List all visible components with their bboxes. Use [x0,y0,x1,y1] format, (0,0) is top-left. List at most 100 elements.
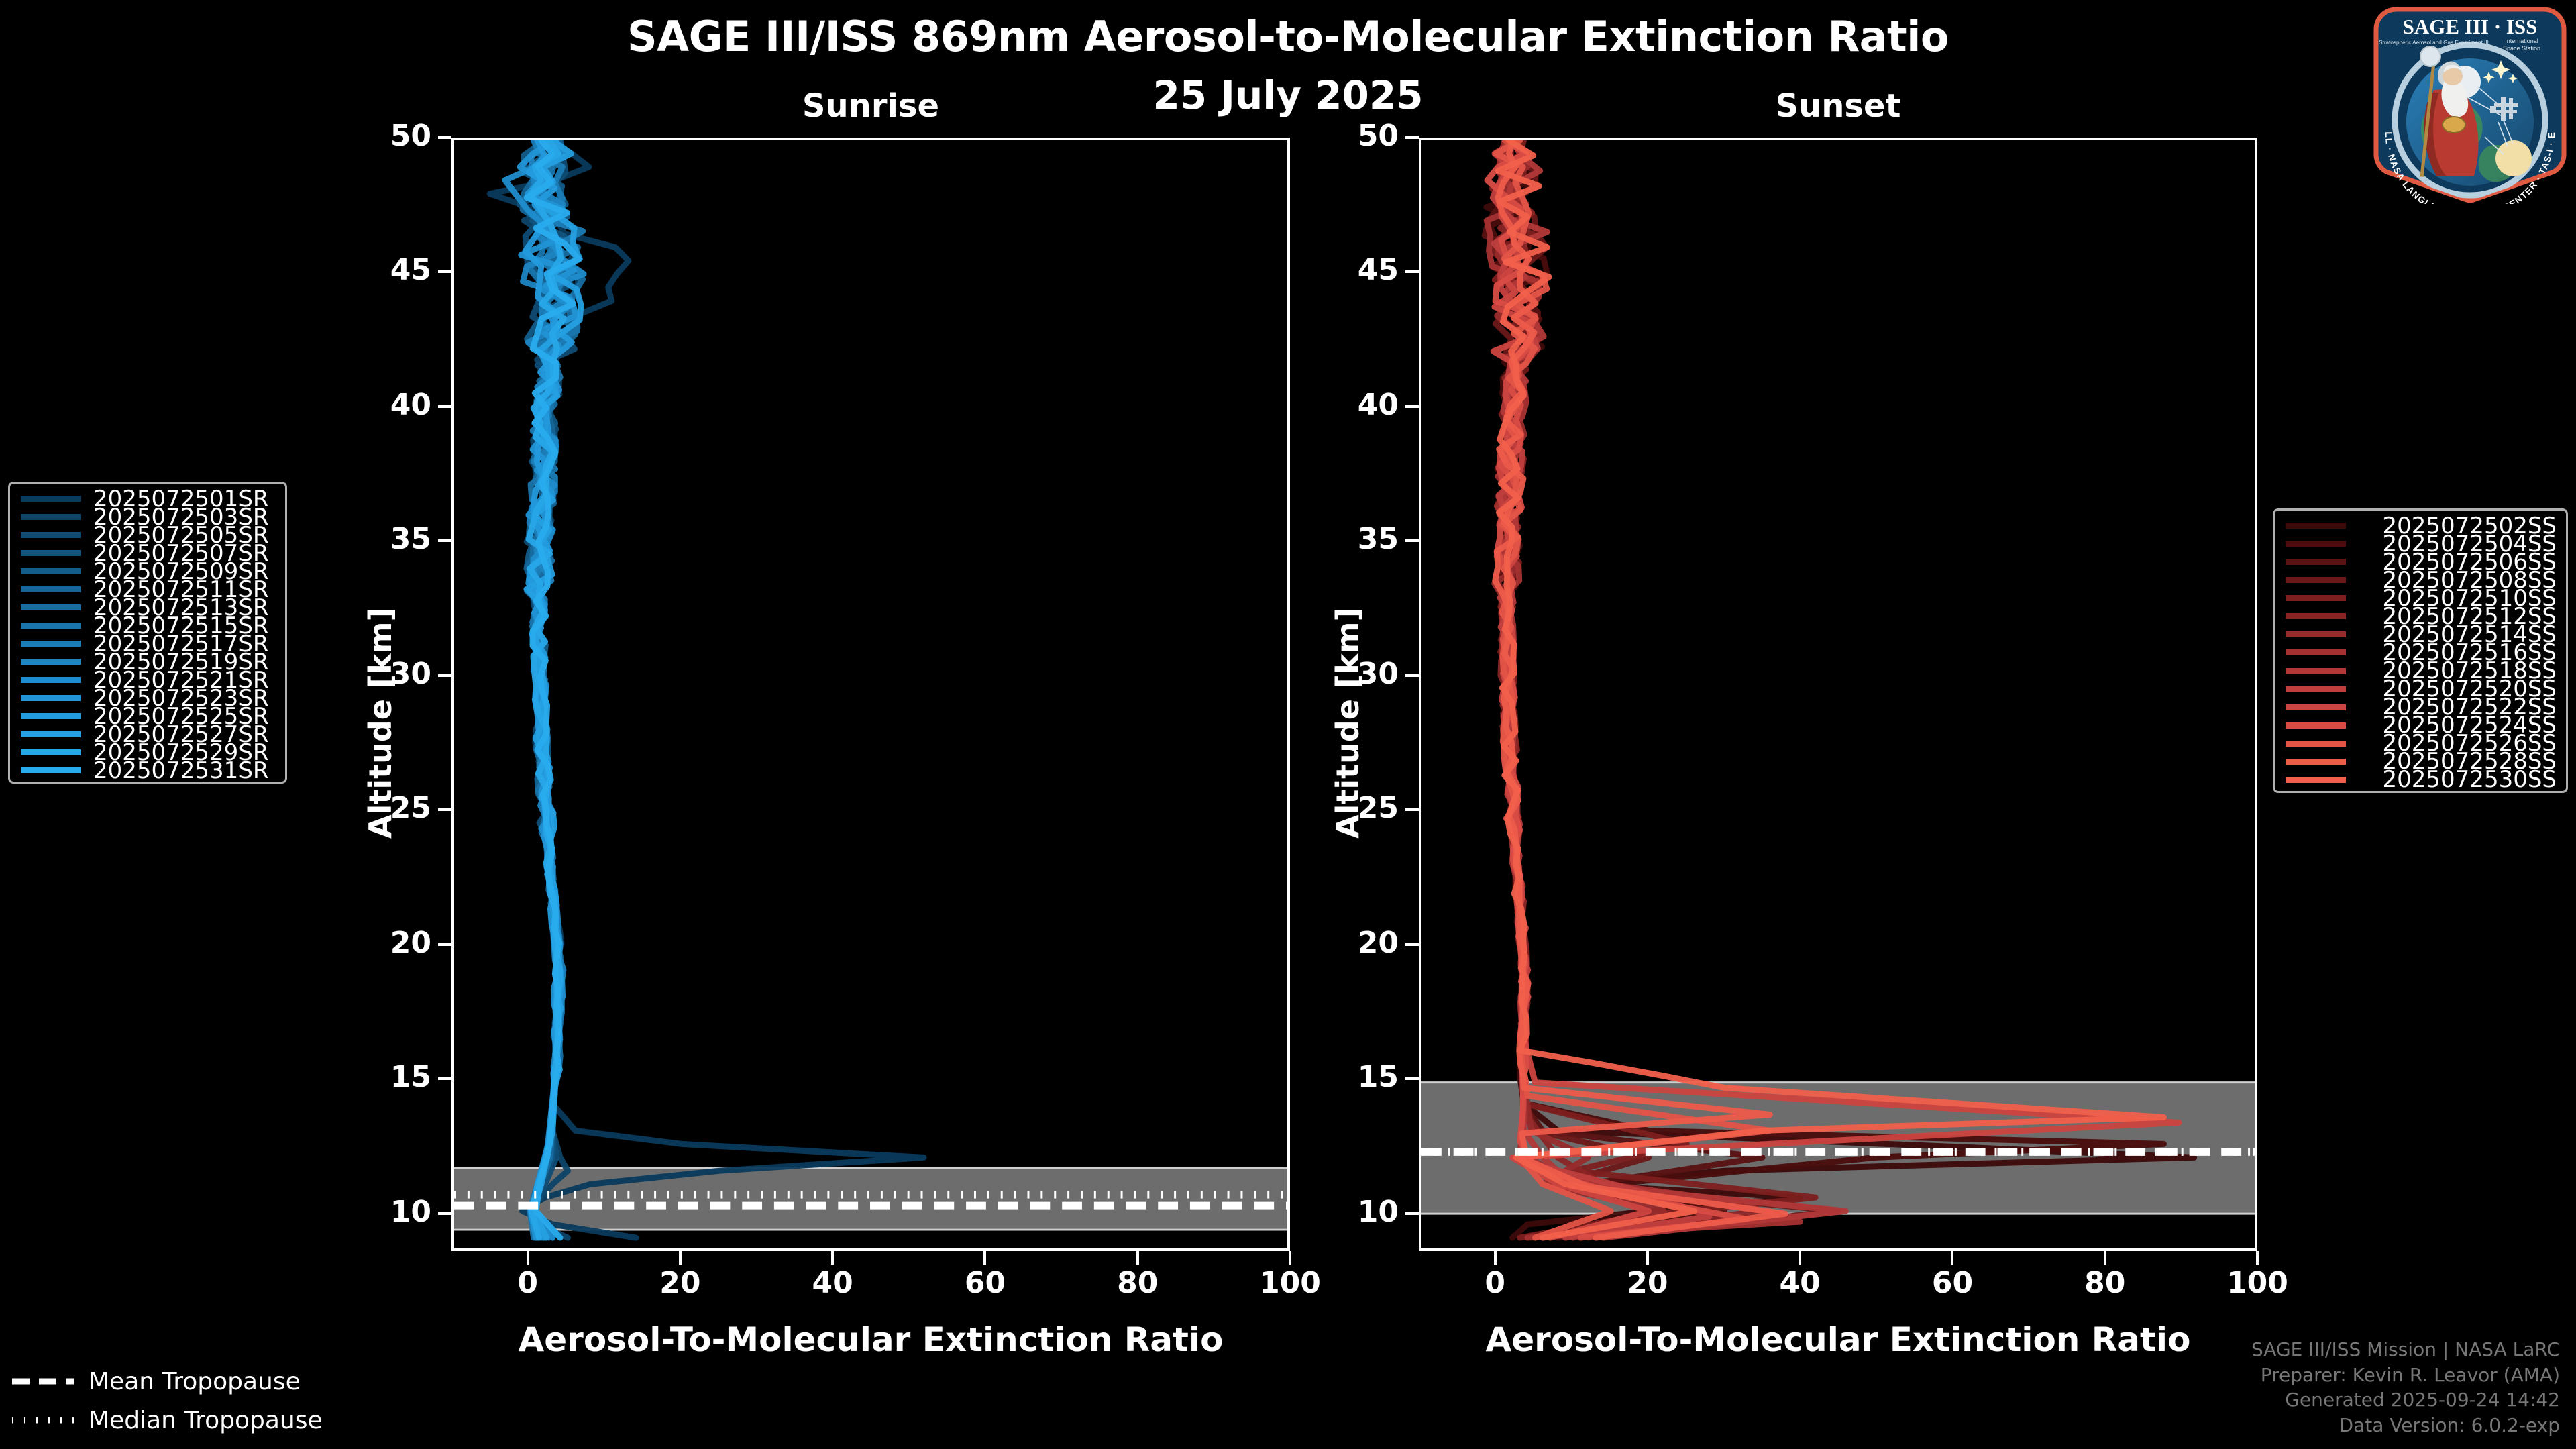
legend-item-label: 2025072525SR [93,702,269,730]
legend-item[interactable]: 2025072501SR [10,486,285,513]
y-tick-label: 45 [1357,253,1399,288]
y-tick-mark [438,674,451,677]
legend-item[interactable]: 2025072514SS [2275,621,2566,648]
legend-item-label: 2025072501SR [93,485,269,513]
y-tick-mark [438,1077,451,1081]
legend-color-swatch [2286,541,2346,547]
legend-item[interactable]: 2025072513SR [10,594,285,621]
legend-item-label: 2025072527SR [93,720,269,748]
legend-item-label: 2025072510SS [2382,584,2557,612]
legend-color-swatch [2286,649,2346,656]
legend-item-label: 2025072520SS [2382,676,2557,703]
plot-area-sunset[interactable] [1419,138,2257,1251]
legend-sunrise[interactable]: 2025072501SR 2025072503SR 2025072505SR 2025… [8,482,287,784]
legend-item-label: 2025072514SS [2382,621,2557,648]
x-tick-mark [2103,1251,2106,1265]
y-tick-mark [1405,943,1419,946]
legend-item[interactable]: 2025072506SS [2275,549,2566,576]
legend-color-swatch [2286,776,2346,783]
legend-color-swatch [21,514,81,520]
credit-line-version: Data Version: 6.0.2-exp [2339,1414,2560,1437]
legend-item-label: 2025072505SR [93,521,269,549]
x-tick-label: 0 [517,1266,538,1300]
legend-color-swatch [21,550,81,556]
legend-item-label: 2025072506SS [2382,548,2557,576]
profile-line [525,140,568,1241]
legend-item[interactable]: 2025072512SS [2275,603,2566,630]
y-tick-mark [438,943,451,946]
legend-item[interactable]: 2025072524SS [2275,712,2566,739]
legend-item-label: 2025072524SS [2382,712,2557,739]
legend-color-swatch [21,659,81,665]
legend-item[interactable]: 2025072503SR [10,504,285,531]
x-tick-label: 40 [812,1266,853,1300]
svg-text:International: International [2505,38,2538,44]
legend-item[interactable]: 2025072526SS [2275,730,2566,757]
legend-item[interactable]: 2025072529SR [10,739,285,766]
panel-title-sunrise: Sunrise [802,87,940,125]
x-tick-label: 60 [964,1266,1006,1300]
legend-color-swatch [21,677,81,683]
legend-item[interactable]: 2025072530SS [2275,766,2566,793]
y-tick-mark [1405,136,1419,139]
legend-item[interactable]: 2025072502SS [2275,513,2566,539]
legend-item[interactable]: 2025072518SS [2275,657,2566,684]
y-tick-mark [1405,1212,1419,1215]
y-tick-label: 45 [390,253,431,288]
legend-item-label: 2025072509SR [93,557,269,585]
y-tick-mark [438,539,451,543]
y-tick-mark [438,136,451,139]
legend-item[interactable]: 2025072522SS [2275,694,2566,720]
y-tick-mark [438,1212,451,1215]
figure-date: 25 July 2025 [1152,72,1424,118]
x-axis-label-left: Aerosol-To-Molecular Extinction Ratio [518,1320,1224,1359]
x-tick-label: 0 [1485,1266,1505,1300]
y-tick-label: 40 [390,387,431,422]
legend-item-label: 2025072523SR [93,684,269,712]
legend-item-label: 2025072507SR [93,539,269,567]
legend-item[interactable]: 2025072525SR [10,703,285,730]
legend-item[interactable]: 2025072510SS [2275,585,2566,612]
legend-color-swatch [2286,559,2346,566]
legend-sunset[interactable]: 2025072502SS 2025072504SS 2025072506SS 2025… [2273,508,2568,793]
legend-color-swatch [21,496,81,502]
legend-color-swatch [21,713,81,719]
plot-area-sunrise[interactable] [451,138,1290,1251]
legend-item[interactable]: 2025072509SR [10,558,285,585]
legend-item[interactable]: 2025072528SS [2275,748,2566,775]
legend-item[interactable]: 2025072517SR [10,631,285,657]
x-tick-mark [526,1251,529,1265]
legend-item[interactable]: 2025072507SR [10,540,285,567]
tropopause-range-band [454,1168,1287,1230]
legend-item[interactable]: 2025072520SS [2275,676,2566,702]
legend-item[interactable]: 2025072531SR [10,757,285,784]
legend-item-label: 2025072516SS [2382,639,2557,666]
legend-item[interactable]: 2025072523SR [10,685,285,712]
profile-line [1487,140,2167,1241]
y-tick-label: 15 [1357,1060,1399,1095]
legend-item-label: 2025072530SS [2382,766,2557,794]
y-tick-label: 20 [1357,925,1399,960]
legend-item[interactable]: 2025072511SR [10,576,285,603]
profile-line [1490,140,2182,1241]
y-tick-mark [438,808,451,812]
legend-item[interactable]: 2025072521SR [10,667,285,694]
legend-item[interactable]: 2025072515SR [10,612,285,639]
legend-item[interactable]: 2025072527SR [10,721,285,748]
x-tick-mark [1493,1251,1497,1265]
legend-item-label: 2025072517SR [93,630,269,657]
legend-item[interactable]: 2025072504SS [2275,531,2566,557]
legend-item[interactable]: 2025072516SS [2275,639,2566,666]
legend-item[interactable]: 2025072508SS [2275,567,2566,594]
legend-item-label: 2025072511SR [93,576,269,603]
legend-item[interactable]: 2025072505SR [10,522,285,549]
legend-item[interactable]: 2025072519SR [10,649,285,676]
y-tick-mark [1405,1077,1419,1081]
figure-title: SAGE III/ISS 869nm Aerosol-to-Molecular … [627,12,1949,61]
sunset-profiles-svg [1421,140,2255,1241]
y-tick-label: 35 [1357,522,1399,557]
sage-iii-iss-logo: SAGE III · ISS Stratospheric Aerosol and… [2365,0,2571,221]
y-tick-mark [1405,808,1419,812]
x-tick-label: 80 [1117,1266,1159,1300]
